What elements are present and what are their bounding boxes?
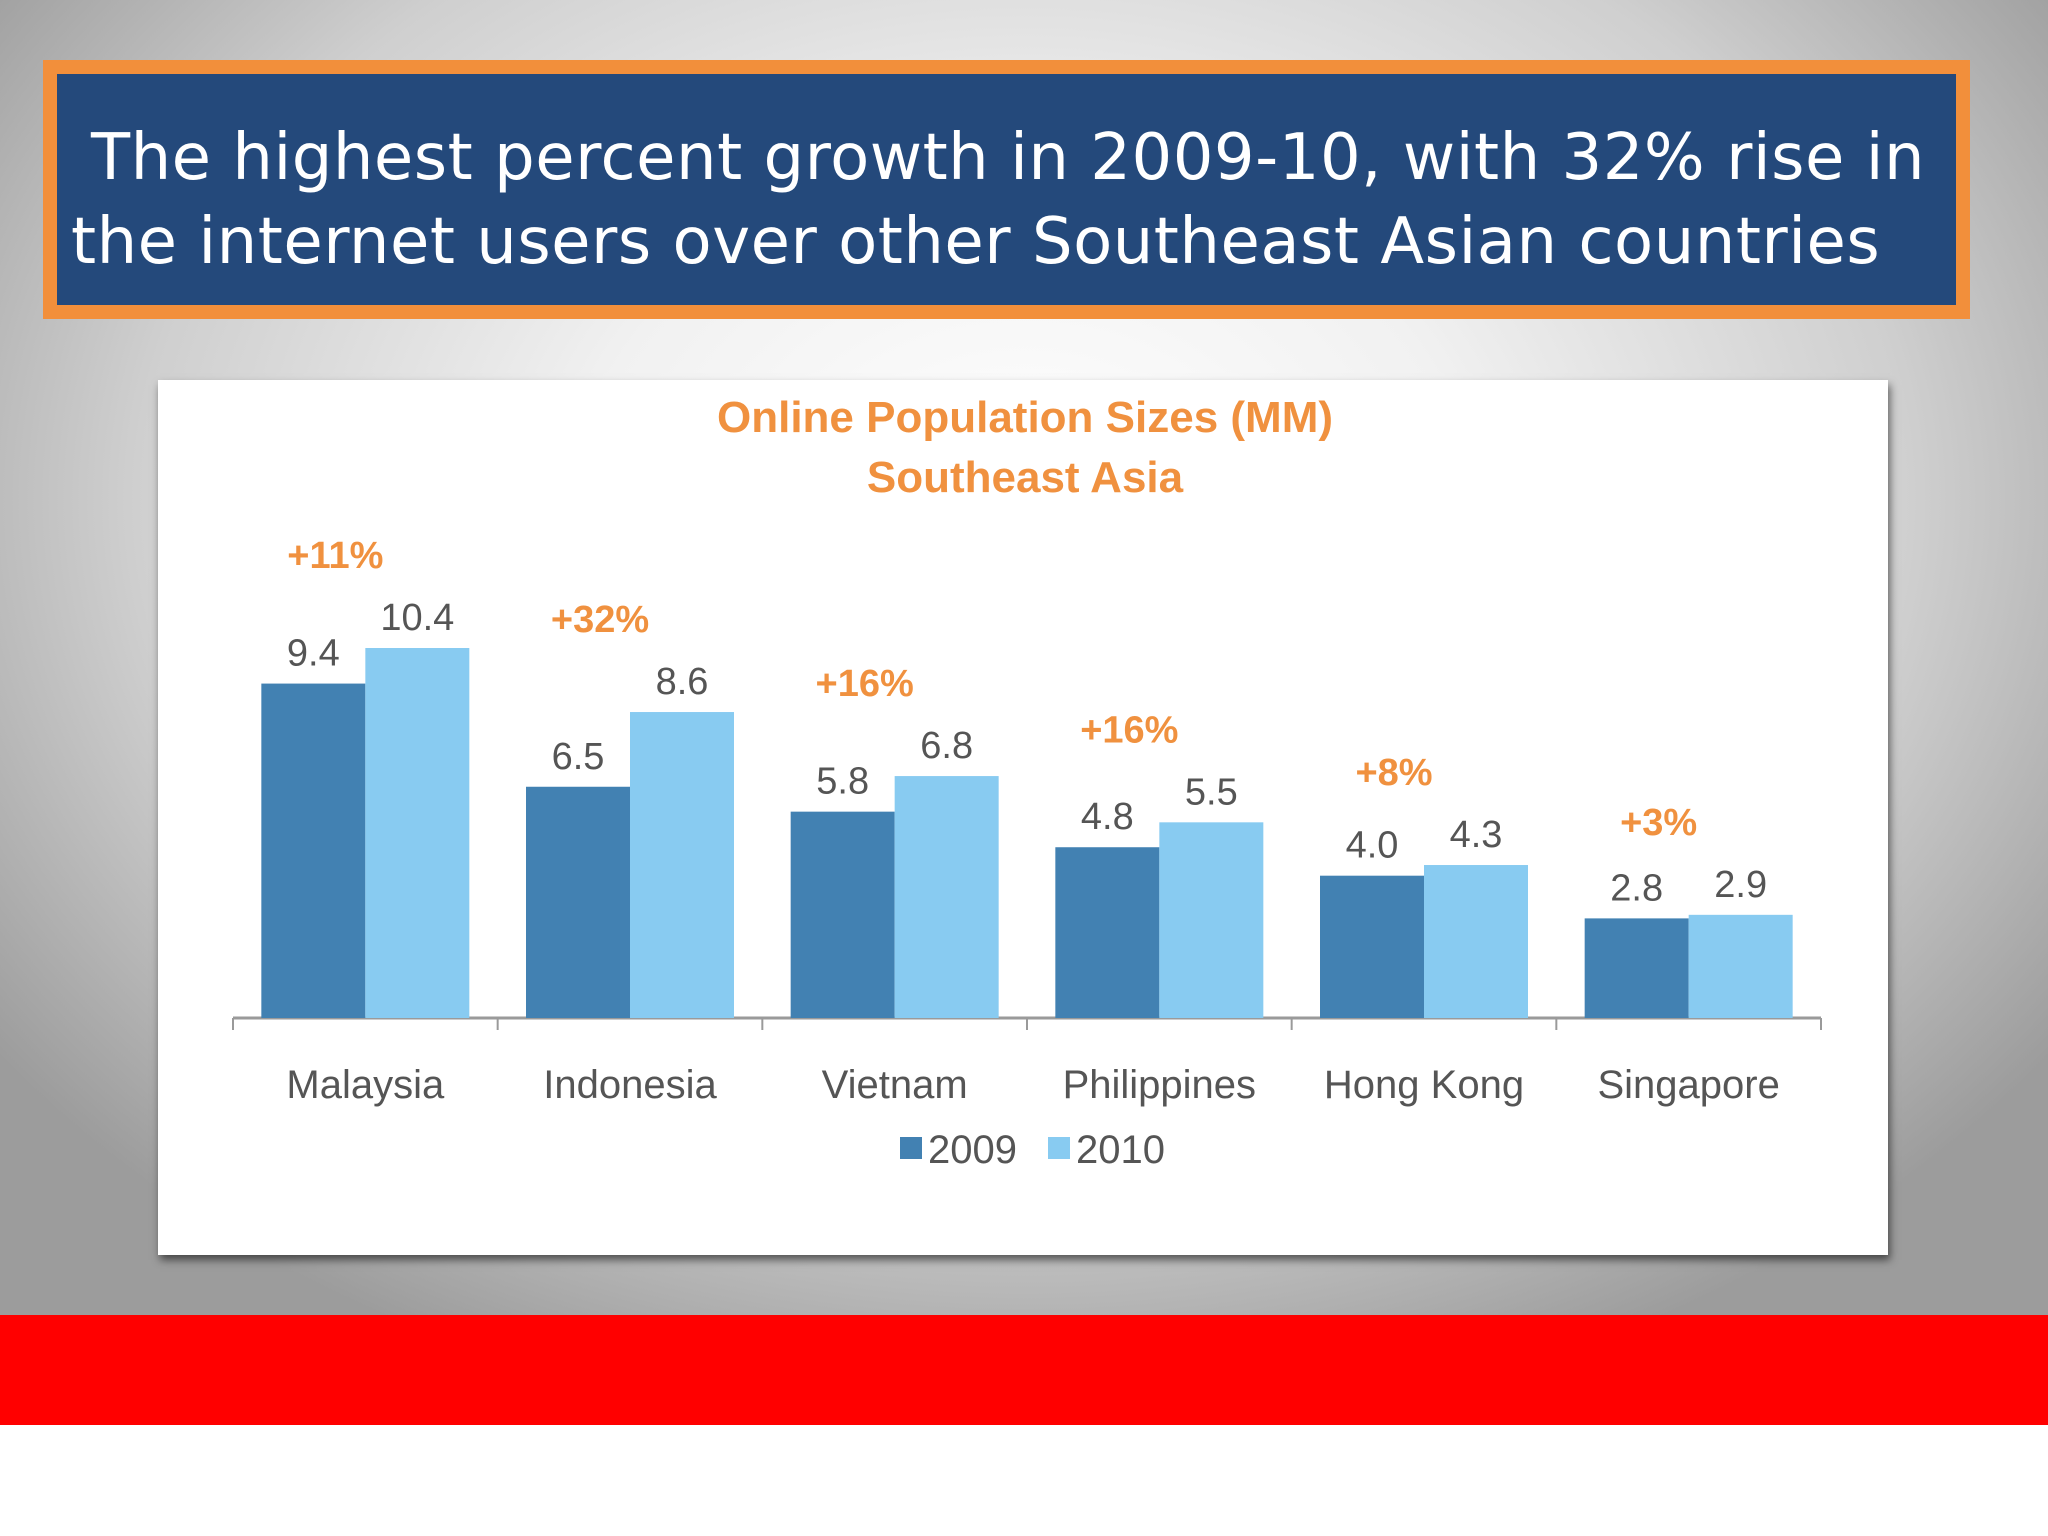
data-label-2010: 4.3 xyxy=(1450,814,1503,856)
growth-label: +11% xyxy=(287,535,383,577)
bar-2010-indonesia xyxy=(630,712,734,1018)
category-label: Hong Kong xyxy=(1324,1063,1524,1107)
data-label-2009: 4.8 xyxy=(1081,796,1134,838)
bar-2010-malaysia xyxy=(365,648,470,1018)
chart-title: Online Population Sizes (MM) xyxy=(717,393,1333,442)
data-label-2010: 2.9 xyxy=(1714,864,1767,906)
chart-image: Online Population Sizes (MM) Southeast A… xyxy=(158,380,1888,1255)
data-label-2010: 5.5 xyxy=(1185,771,1238,813)
category-label: Singapore xyxy=(1597,1063,1779,1107)
data-label-2009: 2.8 xyxy=(1610,867,1663,909)
legend-swatch-2010 xyxy=(1048,1137,1070,1159)
legend-label-2009: 2009 xyxy=(928,1128,1017,1172)
growth-label: +16% xyxy=(1080,709,1178,751)
bar-2010-hong-kong xyxy=(1424,865,1528,1018)
growth-label: +3% xyxy=(1620,802,1697,844)
growth-label: +16% xyxy=(816,663,914,705)
chart-subtitle: Southeast Asia xyxy=(867,453,1184,502)
data-label-2010: 6.8 xyxy=(920,725,973,767)
chart-legend: 2009 2010 xyxy=(900,1128,1165,1172)
growth-label: +8% xyxy=(1355,752,1432,794)
headline-text: The highest percent growth in 2009-10, w… xyxy=(71,121,1926,279)
category-label: Malaysia xyxy=(286,1063,445,1107)
headline-banner: The highest percent growth in 2009-10, w… xyxy=(43,60,1970,319)
data-label-2009: 4.0 xyxy=(1346,825,1399,867)
chart-plot-area: 9.4 10.4 +11% Malaysia 6.5 8.6+32% Indonesia 5.… xyxy=(232,535,1822,1107)
growth-label: +32% xyxy=(551,599,649,641)
category-label: Vietnam xyxy=(822,1063,968,1107)
bar-2009-vietnam xyxy=(790,811,895,1018)
data-label-2010: 8.6 xyxy=(656,661,709,703)
footer-red-bar xyxy=(0,1315,2048,1425)
data-label-2009: 6.5 xyxy=(552,736,605,778)
bar-chart: Online Population Sizes (MM) Southeast A… xyxy=(232,393,1822,1172)
bar-2010-singapore xyxy=(1688,914,1793,1018)
data-label-2010: 10.4 xyxy=(380,597,454,639)
bar-2010-vietnam xyxy=(894,776,999,1018)
bar-2010-philippines xyxy=(1159,822,1264,1018)
category-label: Philippines xyxy=(1063,1063,1256,1107)
legend-swatch-2009 xyxy=(900,1137,922,1159)
bar-2009-philippines xyxy=(1055,847,1160,1018)
bar-2009-malaysia xyxy=(261,683,366,1018)
data-label-2009: 9.4 xyxy=(287,633,340,675)
legend-label-2010: 2010 xyxy=(1076,1128,1165,1172)
bar-2009-hong-kong xyxy=(1320,875,1424,1018)
bar-2009-singapore xyxy=(1584,918,1689,1018)
category-label: Indonesia xyxy=(543,1063,717,1107)
data-label-2009: 5.8 xyxy=(816,761,869,803)
bar-2009-indonesia xyxy=(526,786,630,1018)
